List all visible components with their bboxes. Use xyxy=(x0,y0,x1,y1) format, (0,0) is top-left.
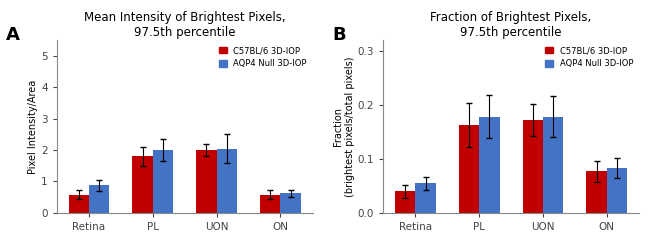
Legend: C57BL/6 3D-IOP, AQP4 Null 3D-IOP: C57BL/6 3D-IOP, AQP4 Null 3D-IOP xyxy=(542,43,636,72)
Bar xyxy=(133,156,153,213)
Text: A: A xyxy=(6,26,20,44)
Y-axis label: Fraction
(brightest pixels/total pixels): Fraction (brightest pixels/total pixels) xyxy=(333,56,355,197)
Bar xyxy=(281,193,301,213)
Bar xyxy=(523,120,543,213)
Bar xyxy=(607,168,627,213)
Bar xyxy=(543,117,564,213)
Legend: C57BL/6 3D-IOP, AQP4 Null 3D-IOP: C57BL/6 3D-IOP, AQP4 Null 3D-IOP xyxy=(216,43,310,72)
Bar xyxy=(479,117,500,213)
Bar xyxy=(586,171,607,213)
Bar xyxy=(196,150,216,213)
Bar xyxy=(415,183,436,213)
Text: B: B xyxy=(332,26,346,44)
Bar xyxy=(153,150,174,213)
Bar xyxy=(216,148,237,213)
Title: Fraction of Brightest Pixels,
97.5th percentile: Fraction of Brightest Pixels, 97.5th per… xyxy=(430,11,592,39)
Bar xyxy=(260,195,281,213)
Bar xyxy=(395,191,415,213)
Bar xyxy=(68,195,89,213)
Y-axis label: Pixel Intensity/Area: Pixel Intensity/Area xyxy=(29,79,38,174)
Bar xyxy=(89,185,109,213)
Title: Mean Intensity of Brightest Pixels,
97.5th percentile: Mean Intensity of Brightest Pixels, 97.5… xyxy=(84,11,285,39)
Bar xyxy=(459,125,479,213)
